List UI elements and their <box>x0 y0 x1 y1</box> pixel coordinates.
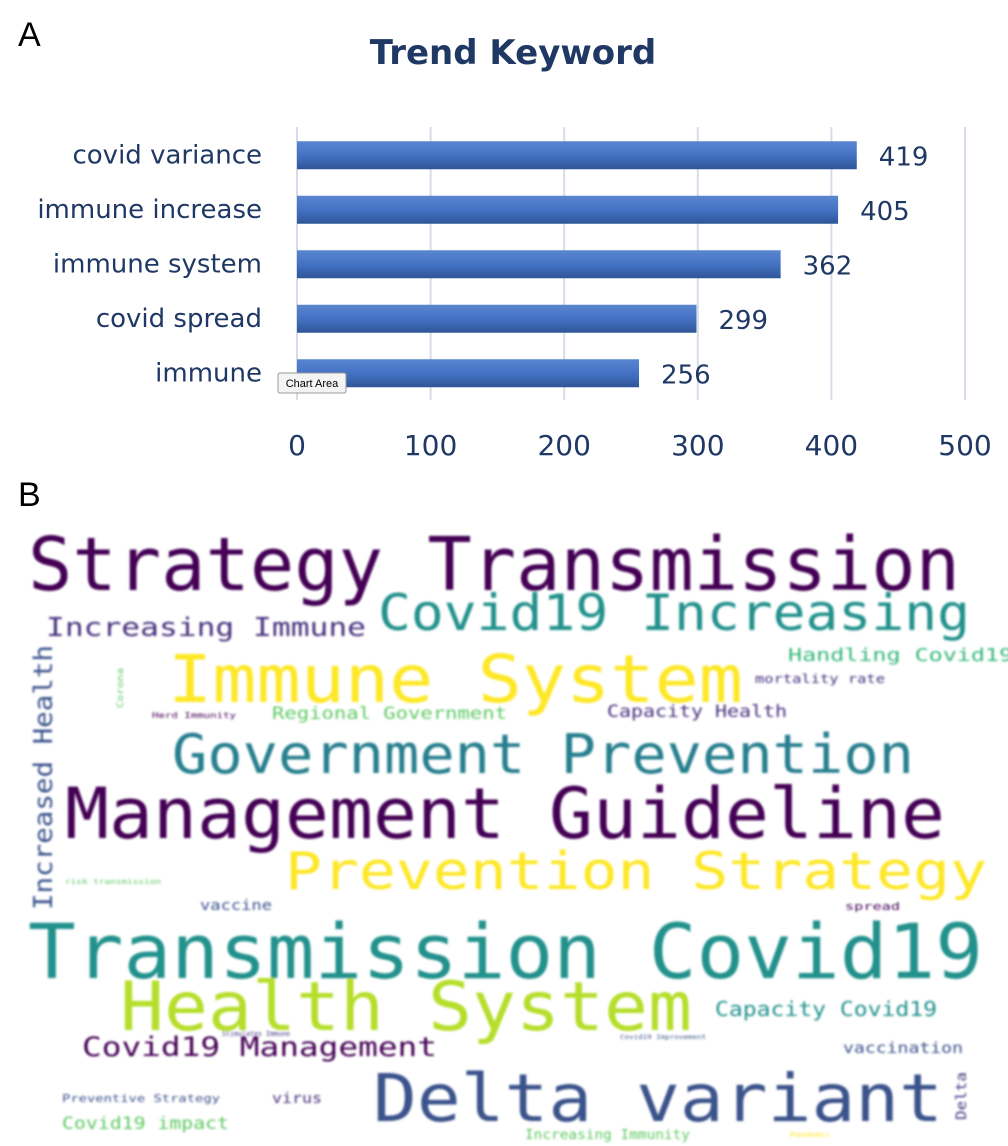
word: Stimulates Immune <box>222 1030 290 1038</box>
word: risk transmission <box>65 878 161 886</box>
word: Preventive Strategy <box>62 1092 220 1105</box>
x-tick-label: 200 <box>537 429 590 462</box>
y-tick-label: covid spread <box>96 304 262 334</box>
word: Regional Government <box>272 704 507 724</box>
x-tick-label: 300 <box>671 429 724 462</box>
word: vaccination <box>843 1039 963 1057</box>
word: Management Guideline <box>65 773 945 855</box>
word: Herd Immunity <box>152 711 236 720</box>
word: Covid19 Improvement <box>620 1034 706 1041</box>
word: Immune System <box>168 641 743 718</box>
tooltip: Chart Area <box>286 378 339 390</box>
word: Capacity Covid19 <box>715 997 937 1021</box>
word: Covid19 Management <box>82 1032 437 1063</box>
word: Covid19 Increasing <box>378 584 970 642</box>
word: Delta <box>954 1072 970 1120</box>
x-tick-label: 100 <box>404 429 457 462</box>
word: Capacity Health <box>607 702 787 722</box>
word: Pandemic <box>790 1131 830 1139</box>
bar <box>297 195 839 224</box>
word: virus <box>272 1091 322 1107</box>
word: spread <box>845 900 900 913</box>
word: vaccine <box>200 898 272 914</box>
value-label: 362 <box>803 251 853 281</box>
word: Prevention Strategy <box>285 842 987 902</box>
word: Increasing Immune <box>46 613 366 643</box>
y-tick-label: immune <box>155 358 262 388</box>
panel-label: A <box>18 16 41 54</box>
x-tick-label: 400 <box>805 429 858 462</box>
bar <box>297 250 781 279</box>
value-label: 299 <box>718 306 768 336</box>
word: Transmission Covid19 <box>28 907 983 996</box>
word: Delta variant <box>373 1060 943 1137</box>
tooltip-box <box>277 372 347 394</box>
word: mortality rate <box>755 672 885 686</box>
x-tick-label: 0 <box>288 429 306 462</box>
word: Covid19 impact <box>62 1114 229 1134</box>
value-label: 405 <box>860 197 910 227</box>
word: Corona <box>116 668 126 708</box>
word: Handling Covid19 <box>788 645 1008 666</box>
word: Government Prevention <box>172 723 914 786</box>
word: Increasing Immunity <box>525 1128 690 1143</box>
x-tick-label: 500 <box>938 429 991 462</box>
bar <box>297 359 640 388</box>
y-tick-label: immune system <box>53 249 262 279</box>
bar-chart: 0 100 200 300 400 500 covid variance 419 immune … <box>37 127 992 462</box>
y-tick-label: immune increase <box>37 195 262 225</box>
value-label: 256 <box>661 360 711 390</box>
panel-label: B <box>18 476 41 514</box>
word: Strategy Transmission <box>28 522 960 608</box>
word: Health System <box>120 968 692 1047</box>
bar <box>297 304 697 333</box>
bar <box>297 141 857 170</box>
value-label: 419 <box>879 142 929 172</box>
word: Increased Health <box>29 645 59 910</box>
y-tick-label: covid variance <box>72 140 262 170</box>
chart-title: Trend Keyword <box>370 33 657 73</box>
